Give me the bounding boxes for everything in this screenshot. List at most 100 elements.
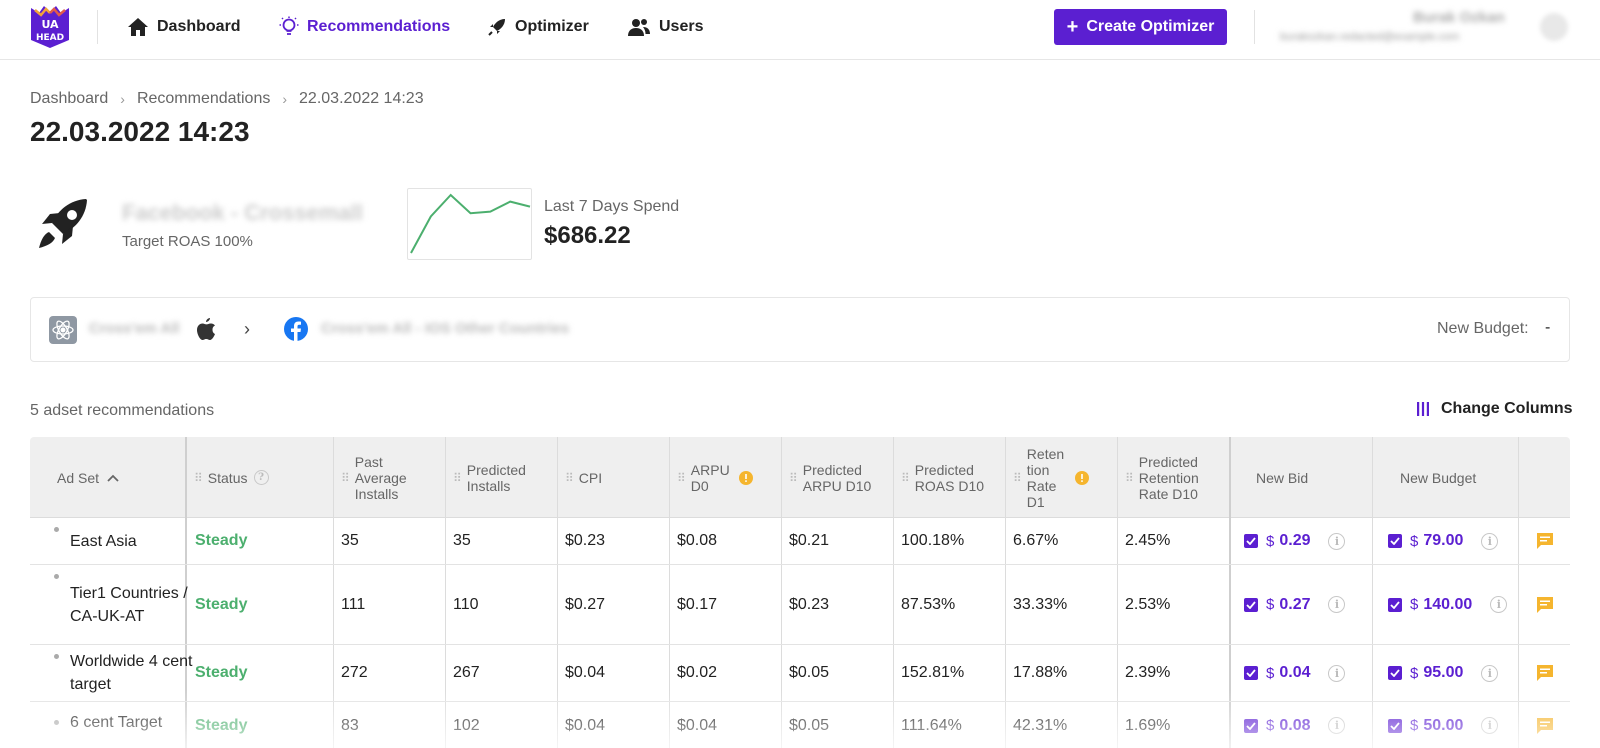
predicted-roas-cell: 87.53%: [901, 595, 956, 613]
new-budget-value[interactable]: 140.00: [1423, 595, 1473, 613]
column-header-new-budget[interactable]: New Budget: [1400, 437, 1510, 518]
new-bid-value[interactable]: 0.29: [1279, 532, 1311, 549]
header-label: ARPU D0: [690, 461, 730, 494]
column-header-predicted-roas-d10[interactable]: ⠿ Predicted ROAS D10: [901, 437, 1001, 518]
avatar[interactable]: [1540, 13, 1568, 41]
table-row[interactable]: East Asia Steady 35 35 $0.23 $0.08 $0.21…: [30, 518, 1570, 565]
new-bid-cell: $ 0.08 i: [1244, 702, 1346, 748]
info-icon[interactable]: i: [1490, 596, 1508, 613]
checkbox[interactable]: [1244, 534, 1258, 548]
drag-handle-icon[interactable]: ⠿: [677, 470, 686, 485]
new-bid-value[interactable]: 0.04: [1279, 664, 1311, 681]
info-icon[interactable]: i: [1481, 532, 1499, 550]
arpu-d0-cell: $0.08: [677, 532, 718, 549]
predicted-retention-cell: 2.53%: [1125, 595, 1171, 613]
new-budget-value[interactable]: 50.00: [1423, 716, 1464, 734]
new-bid-cell: $ 0.27 i: [1244, 565, 1346, 644]
column-header-predicted-installs[interactable]: ⠿ Predicted Installs: [453, 437, 553, 518]
column-header-status[interactable]: ⠿ Status ?: [194, 437, 334, 518]
predicted-retention-cell: 2.39%: [1125, 664, 1171, 681]
header-label: New Budget: [1400, 469, 1477, 486]
sparkline-line: [410, 193, 531, 254]
header-label: New Bid: [1256, 469, 1309, 486]
nav-optimizer[interactable]: Optimizer: [487, 14, 589, 40]
column-header-predicted-arpu-d10[interactable]: ⠿ Predicted ARPU D10: [789, 437, 889, 518]
warning-icon[interactable]: [738, 470, 753, 485]
checkbox[interactable]: [1244, 597, 1258, 612]
user-email: burakozkan.redacted@example.com: [1280, 31, 1460, 43]
rocket-icon: [39, 199, 87, 248]
top-navbar: UA HEAD Dashboard Recommendations Optimi…: [0, 0, 1600, 60]
header-label: Ad Set: [57, 469, 100, 486]
column-header-arpu-d0[interactable]: ⠿ ARPU D0: [677, 437, 777, 518]
checkbox[interactable]: [1388, 718, 1402, 733]
ua-head-logo[interactable]: UA HEAD: [29, 4, 71, 48]
create-optimizer-label: Create Optimizer: [1086, 18, 1215, 35]
drag-handle-icon[interactable]: ⠿: [1013, 470, 1022, 485]
app-name: Cross'em All: [89, 320, 180, 337]
column-header-cpi[interactable]: ⠿ CPI: [565, 437, 665, 518]
warning-icon[interactable]: [1074, 470, 1089, 485]
drag-handle-icon[interactable]: ⠿: [565, 470, 574, 485]
help-icon[interactable]: ?: [253, 470, 269, 485]
checkbox[interactable]: [1244, 666, 1258, 680]
status-cell: Steady: [195, 716, 248, 734]
column-header-new-bid[interactable]: New Bid: [1256, 437, 1366, 518]
optimizer-name: Facebook - Crossemall: [122, 200, 363, 225]
drag-handle-icon[interactable]: ⠿: [194, 470, 203, 485]
status-cell: Steady: [195, 664, 248, 681]
campaign-bar: Cross'em All › Cross'em All - IOS Other …: [30, 297, 1570, 362]
status-cell: Steady: [195, 595, 248, 613]
breadcrumb-recommendations[interactable]: Recommendations: [136, 90, 271, 107]
header-label: Status: [207, 469, 248, 486]
dollar-sign: $: [1410, 717, 1419, 734]
create-optimizer-button[interactable]: + Create Optimizer: [1054, 9, 1227, 45]
arpu-d0-cell: $0.02: [677, 664, 718, 681]
comment-icon[interactable]: [1536, 532, 1554, 550]
new-budget-value[interactable]: 95.00: [1423, 664, 1464, 681]
column-header-predicted-retention-d10[interactable]: ⠿ Predicted Retention Rate D10: [1125, 437, 1230, 518]
comment-icon[interactable]: [1536, 717, 1554, 735]
info-icon[interactable]: i: [1328, 717, 1346, 734]
new-bid-value[interactable]: 0.08: [1279, 716, 1311, 734]
spend-value: $686.22: [544, 222, 631, 249]
nav-dashboard[interactable]: Dashboard: [127, 14, 241, 40]
new-budget-value[interactable]: 79.00: [1423, 532, 1464, 549]
info-icon[interactable]: i: [1328, 664, 1346, 682]
drag-handle-icon[interactable]: ⠿: [901, 470, 910, 485]
predicted-installs-cell: 102: [453, 716, 480, 734]
dollar-sign: $: [1410, 532, 1419, 550]
breadcrumb-dashboard[interactable]: Dashboard: [30, 90, 109, 107]
table-row[interactable]: 6 cent Target Steady 83 102 $0.04 $0.04 …: [30, 702, 1570, 748]
checkbox[interactable]: [1244, 718, 1258, 733]
comment-icon[interactable]: [1536, 596, 1554, 614]
header-label: Predicted ARPU D10: [802, 461, 872, 494]
target-roas: Target ROAS 100%: [122, 233, 253, 250]
predicted-retention-cell: 1.69%: [1125, 716, 1171, 734]
nav-users[interactable]: Users: [627, 14, 703, 40]
change-columns-button[interactable]: Change Columns: [1417, 400, 1573, 418]
column-header-past-installs[interactable]: ⠿ Past Average Installs: [341, 437, 441, 518]
drag-handle-icon[interactable]: ⠿: [341, 470, 350, 485]
breadcrumb: Dashboard › Recommendations › 22.03.2022…: [30, 90, 424, 108]
status-cell: Steady: [195, 532, 248, 549]
checkbox[interactable]: [1388, 666, 1402, 680]
table-row[interactable]: Tier1 Countries / CA-UK-AT Steady 111 11…: [30, 565, 1570, 645]
new-bid-value[interactable]: 0.27: [1279, 595, 1311, 613]
info-icon[interactable]: i: [1328, 596, 1346, 613]
info-icon[interactable]: i: [1328, 532, 1346, 550]
drag-handle-icon[interactable]: ⠿: [1125, 470, 1134, 485]
checkbox[interactable]: [1388, 534, 1402, 548]
comment-icon[interactable]: [1536, 664, 1554, 682]
column-header-adset[interactable]: Ad Set: [57, 437, 207, 518]
drag-handle-icon[interactable]: ⠿: [453, 470, 462, 485]
info-icon[interactable]: i: [1481, 664, 1499, 682]
checkbox[interactable]: [1388, 597, 1402, 612]
drag-handle-icon[interactable]: ⠿: [789, 470, 798, 485]
table-row[interactable]: Worldwide 4 cent target Steady 272 267 $…: [30, 645, 1570, 702]
arpu-d0-cell: $0.17: [677, 595, 718, 613]
column-header-retention-d1[interactable]: ⠿ Reten tion Rate D1: [1013, 437, 1113, 518]
nav-recommendations[interactable]: Recommendations: [279, 14, 450, 40]
info-icon[interactable]: i: [1481, 717, 1499, 734]
cpi-cell: $0.27: [565, 595, 606, 613]
